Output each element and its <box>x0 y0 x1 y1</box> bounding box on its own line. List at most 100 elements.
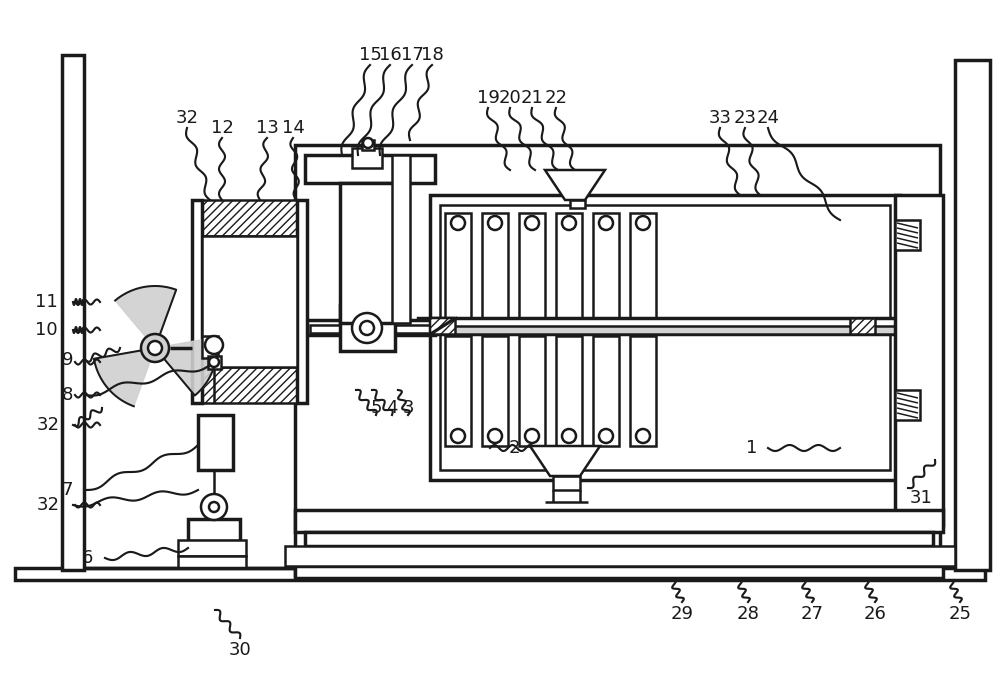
Circle shape <box>636 429 650 443</box>
Circle shape <box>148 341 162 355</box>
Circle shape <box>488 216 502 230</box>
Text: 25: 25 <box>948 605 972 623</box>
Circle shape <box>141 334 169 362</box>
Bar <box>556 213 582 323</box>
Circle shape <box>451 429 465 443</box>
Text: 1: 1 <box>746 439 757 457</box>
Text: 32: 32 <box>176 109 198 127</box>
Circle shape <box>209 357 219 367</box>
Bar <box>392 155 410 323</box>
Circle shape <box>209 502 219 512</box>
Bar <box>570 200 585 208</box>
Bar <box>62 55 84 570</box>
Text: 15: 15 <box>359 46 381 64</box>
Circle shape <box>205 336 223 354</box>
Bar <box>430 195 900 480</box>
Bar <box>650 546 678 566</box>
Bar <box>445 213 471 323</box>
Bar <box>340 305 395 351</box>
Text: 19: 19 <box>477 89 499 107</box>
Text: 21: 21 <box>521 89 543 107</box>
Bar <box>178 540 246 556</box>
Text: 11: 11 <box>35 293 58 311</box>
Text: 32: 32 <box>37 416 60 434</box>
Circle shape <box>360 321 374 335</box>
Polygon shape <box>530 446 600 476</box>
Bar <box>305 320 435 335</box>
Text: 9: 9 <box>62 351 73 369</box>
Bar <box>352 148 382 168</box>
Bar <box>860 546 888 566</box>
Circle shape <box>636 216 650 230</box>
Bar <box>519 336 545 446</box>
Bar <box>295 145 940 575</box>
Bar <box>895 390 920 420</box>
Polygon shape <box>155 337 217 395</box>
Bar <box>445 336 471 446</box>
Text: 4: 4 <box>386 399 398 417</box>
Text: 14: 14 <box>282 119 304 137</box>
Bar <box>593 213 619 323</box>
Text: 33: 33 <box>708 109 732 127</box>
Bar <box>895 220 920 250</box>
Text: 6: 6 <box>82 549 93 567</box>
Text: 29: 29 <box>670 605 694 623</box>
Bar <box>192 367 307 403</box>
Text: 24: 24 <box>757 109 780 127</box>
Bar <box>482 336 508 446</box>
Bar <box>895 195 943 525</box>
Bar <box>198 415 233 470</box>
Bar <box>362 140 374 150</box>
Text: 16: 16 <box>379 46 401 64</box>
Bar <box>418 318 928 334</box>
Bar <box>556 336 582 446</box>
Bar <box>519 213 545 323</box>
Text: 22: 22 <box>544 89 568 107</box>
Text: 17: 17 <box>401 46 423 64</box>
Circle shape <box>562 429 576 443</box>
Circle shape <box>363 138 373 148</box>
Bar <box>340 183 395 323</box>
Circle shape <box>599 216 613 230</box>
Bar <box>202 336 218 358</box>
Bar <box>553 476 580 490</box>
Circle shape <box>201 494 227 520</box>
Polygon shape <box>430 318 455 334</box>
Bar <box>297 200 307 403</box>
Bar <box>955 60 990 570</box>
Bar <box>440 546 468 566</box>
Bar <box>295 566 943 578</box>
Bar <box>285 546 955 566</box>
Circle shape <box>352 313 382 343</box>
Bar <box>545 546 573 566</box>
Text: 5: 5 <box>370 399 382 417</box>
Bar <box>760 546 788 566</box>
Bar <box>593 336 619 446</box>
Bar <box>202 236 297 367</box>
Bar <box>260 323 305 334</box>
Bar <box>192 200 202 403</box>
Circle shape <box>525 429 539 443</box>
Polygon shape <box>545 170 605 200</box>
Text: 18: 18 <box>421 46 443 64</box>
Bar <box>192 200 307 236</box>
Circle shape <box>562 216 576 230</box>
Text: 23: 23 <box>734 109 757 127</box>
Text: 10: 10 <box>35 321 58 339</box>
Text: 31: 31 <box>910 489 932 507</box>
Bar <box>482 213 508 323</box>
Circle shape <box>451 216 465 230</box>
Text: 3: 3 <box>402 399 414 417</box>
Circle shape <box>488 429 502 443</box>
Bar <box>440 205 890 470</box>
Bar <box>340 546 368 566</box>
Text: 2: 2 <box>509 439 520 457</box>
Bar <box>305 532 933 546</box>
Bar <box>188 519 240 541</box>
Bar <box>630 213 656 323</box>
Bar <box>630 336 656 446</box>
Text: 13: 13 <box>256 119 278 137</box>
Circle shape <box>599 429 613 443</box>
Bar <box>208 356 221 369</box>
Text: 30: 30 <box>229 641 251 659</box>
